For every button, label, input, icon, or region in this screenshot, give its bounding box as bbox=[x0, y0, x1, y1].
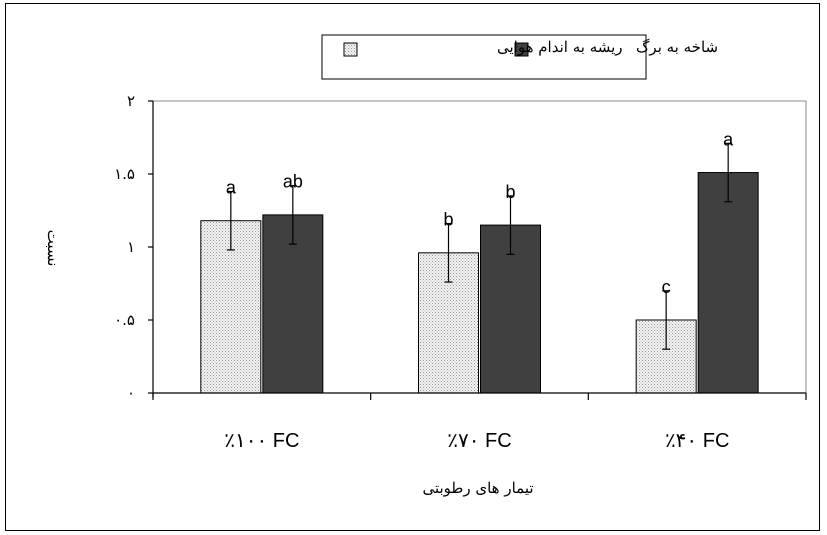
y-tick-label: ۲ bbox=[127, 92, 135, 110]
x-category-label: ٪۷۰ FC bbox=[447, 430, 511, 452]
legend-swatch-series-2 bbox=[514, 42, 529, 57]
significance-letter: a bbox=[723, 129, 734, 149]
legend: شاخه به برگ ریشه به اندام هوایی bbox=[321, 34, 718, 80]
significance-letter: ab bbox=[283, 172, 303, 192]
significance-letter: b bbox=[505, 182, 515, 202]
plot-area bbox=[152, 100, 807, 394]
x-ticks-layer: ٪۱۰۰ FC ٪۷۰ FC ٪۴۰ FC bbox=[152, 393, 807, 452]
y-axis-title: نسبت bbox=[44, 230, 62, 267]
x-category-label: ٪۱۰۰ FC bbox=[224, 430, 299, 452]
legend-swatch-series-1 bbox=[343, 42, 358, 57]
y-tick-label: ۱.۵ bbox=[114, 165, 135, 183]
y-tick-label: ۰ bbox=[127, 384, 135, 402]
significance-letter: b bbox=[443, 210, 453, 230]
x-axis-title: تیمار های رطوبتی bbox=[422, 479, 533, 497]
significance-letter: a bbox=[226, 178, 237, 198]
legend-label-series-2: شاخه به برگ bbox=[636, 38, 718, 56]
y-tick-label: ۰.۵ bbox=[114, 311, 135, 329]
x-category-label: ٪۴۰ FC bbox=[665, 430, 729, 452]
legend-box bbox=[321, 34, 647, 80]
legend-label-series-1: ریشه به اندام هوایی bbox=[497, 38, 623, 56]
significance-letter: c bbox=[662, 277, 671, 297]
bar bbox=[697, 172, 759, 394]
y-ticks-layer: ۰ ۰.۵ ۱ ۱.۵ ۲ bbox=[114, 92, 153, 402]
error-bars-layer bbox=[226, 142, 733, 350]
y-tick-label: ۱ bbox=[127, 238, 135, 256]
